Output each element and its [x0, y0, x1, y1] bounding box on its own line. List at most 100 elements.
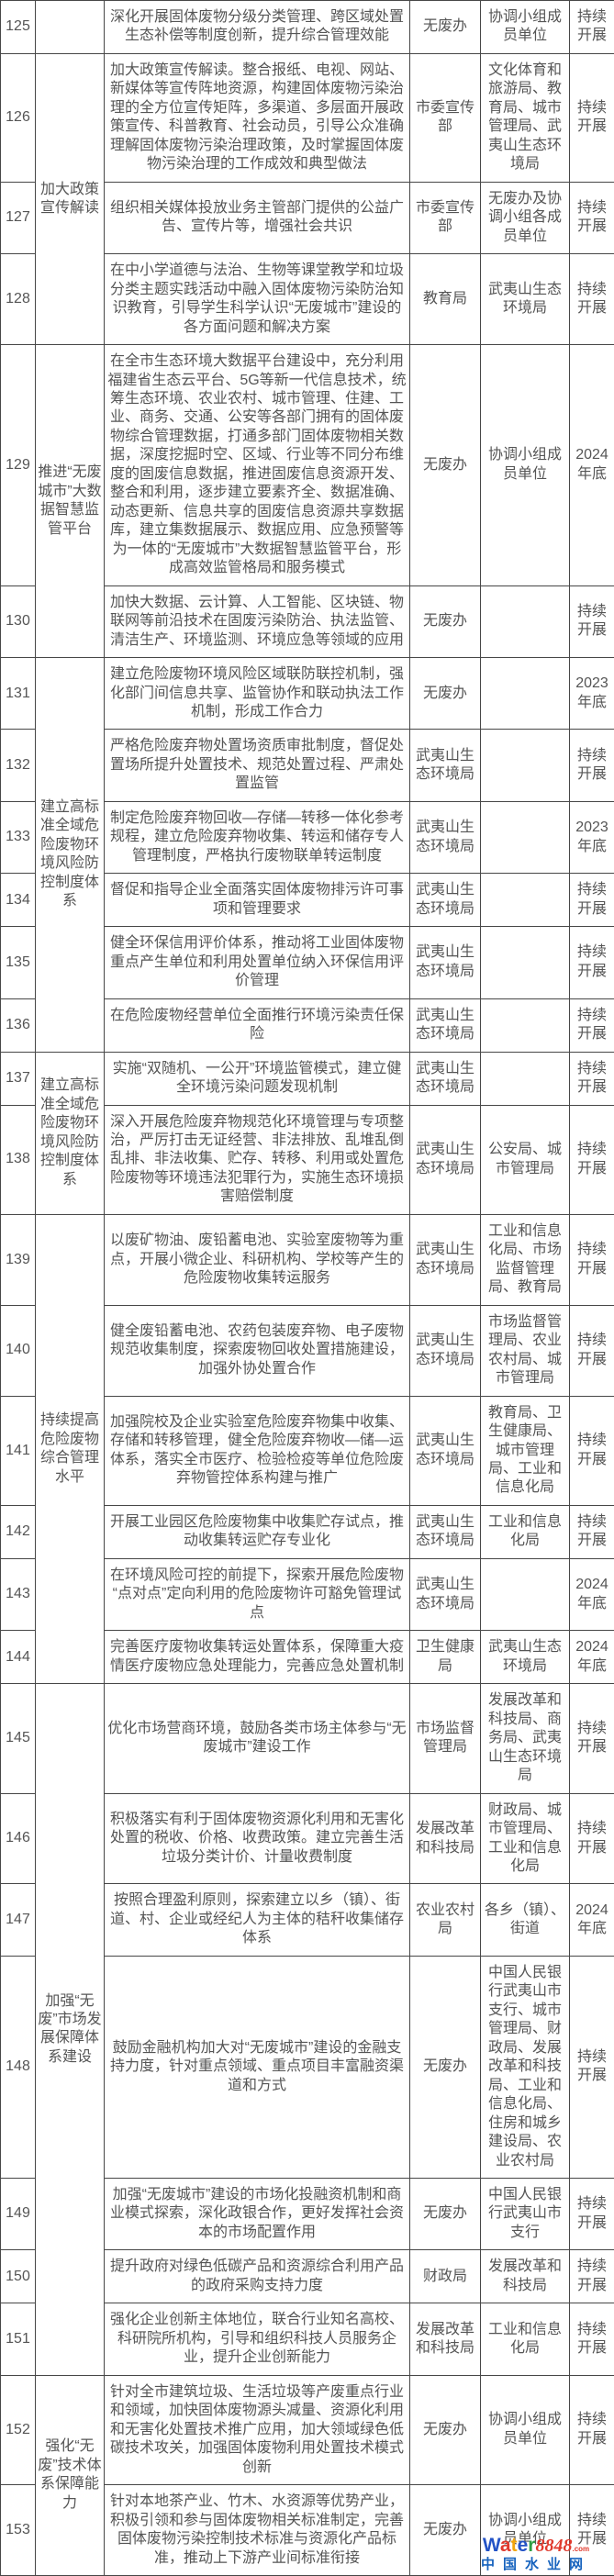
timeline-cell: 2024年底	[570, 1884, 614, 1956]
row-number-cell: 125	[1, 1, 36, 54]
timeline-cell: 持续开展	[570, 1956, 614, 2178]
timeline-cell: 持续开展	[570, 730, 614, 801]
timeline-cell: 持续开展	[570, 2485, 614, 2576]
timeline-cell: 持续开展	[570, 998, 614, 1052]
lead-unit-cell: 无废办	[410, 658, 481, 730]
lead-unit-cell: 武夷山生态环境局	[410, 1052, 481, 1105]
task-cell: 制定危险废弃物回收—存储—转移一体化参考规程，建立危险废弃物收集、转运和储存专人…	[105, 801, 410, 873]
timeline-cell: 持续开展	[570, 53, 614, 182]
row-number-cell: 143	[1, 1558, 36, 1630]
partner-units-cell: 工业和信息化局、市场监督管理局、教育局	[481, 1214, 570, 1305]
row-number-cell: 133	[1, 801, 36, 873]
lead-unit-cell: 武夷山生态环境局	[410, 1305, 481, 1396]
category-cell: 建立高标准全域危险废物环境风险防控制度体系	[36, 658, 105, 1053]
task-cell: 加大政策宣传解读。整合报纸、电视、网站、新媒体等宣传阵地资源，构建固体废物污染治…	[105, 53, 410, 182]
lead-unit-cell: 无废办	[410, 2485, 481, 2576]
category-cell: 持续提高危险废物综合管理水平	[36, 1214, 105, 1683]
partner-units-cell: 公安局、城市管理局	[481, 1105, 570, 1214]
lead-unit-cell: 无废办	[410, 1, 481, 54]
lead-unit-cell: 发展改革和科技局	[410, 2303, 481, 2375]
task-cell: 在环境风险可控的前提下，探索开展危险废物“点对点”定向利用的危险废物许可豁免管理…	[105, 1558, 410, 1630]
partner-units-cell: 文化体育和旅游局、教育局、城市管理局、武夷山生态环境局	[481, 53, 570, 182]
partner-units-cell	[481, 1558, 570, 1630]
row-number-cell: 137	[1, 1052, 36, 1105]
row-number-cell: 146	[1, 1793, 36, 1884]
partner-units-cell: 市场监督管理局、农业农村局、城市管理局	[481, 1305, 570, 1396]
task-cell: 强化企业创新主体地位，联合行业知名高校、科研院所机构，引导和组织科技人员服务企业…	[105, 2303, 410, 2375]
row-number-cell: 131	[1, 658, 36, 730]
category-cell: 建立高标准全域危险废物环境风险防控制度体系	[36, 1052, 105, 1214]
task-cell: 健全废铅蓄电池、农药包装废弃物、电子废物规范收集制度，探索废物回收处置措施建设，…	[105, 1305, 410, 1396]
lead-unit-cell: 武夷山生态环境局	[410, 927, 481, 998]
partner-units-cell: 协调小组成员单位	[481, 345, 570, 586]
row-number-cell: 130	[1, 585, 36, 657]
row-number-cell: 148	[1, 1956, 36, 2178]
partner-units-cell: 工业和信息化局	[481, 1505, 570, 1558]
lead-unit-cell: 无废办	[410, 2179, 481, 2250]
task-cell: 优化市场营商环境，鼓励各类市场主体参与“无废城市”建设工作	[105, 1684, 410, 1793]
partner-units-cell	[481, 658, 570, 730]
task-cell: 建立危险废物环境风险区域联防联控机制，强化部门间信息共享、监管协作和联动执法工作…	[105, 658, 410, 730]
partner-units-cell	[481, 927, 570, 998]
lead-unit-cell: 无废办	[410, 345, 481, 586]
task-cell: 深入开展危险废弃物规范化环境管理与专项整治，严厉打击无证经营、非法排放、乱堆乱倒…	[105, 1105, 410, 1214]
task-cell: 深化开展固体废物分级分类管理、跨区域处置生态补偿等制度创新，提升综合管理效能	[105, 1, 410, 54]
partner-units-cell: 财政局、城市管理局、工业和信息化局	[481, 1793, 570, 1884]
timeline-cell: 持续开展	[570, 182, 614, 253]
lead-unit-cell: 市委宣传部	[410, 53, 481, 182]
timeline-cell: 持续开展	[570, 1052, 614, 1105]
timeline-cell: 持续开展	[570, 1684, 614, 1793]
lead-unit-cell: 武夷山生态环境局	[410, 801, 481, 873]
lead-unit-cell: 无废办	[410, 585, 481, 657]
lead-unit-cell: 武夷山生态环境局	[410, 874, 481, 927]
partner-units-cell: 发展改革和科技局	[481, 2250, 570, 2303]
timeline-cell: 2024年底	[570, 345, 614, 586]
lead-unit-cell: 教育局	[410, 254, 481, 345]
lead-unit-cell: 无废办	[410, 1956, 481, 2178]
task-cell: 积极落实有利于固体废物资源化利用和无害化处置的税收、价格、收费政策。建立完善生活…	[105, 1793, 410, 1884]
row-number-cell: 150	[1, 2250, 36, 2303]
category-cell: 加大政策宣传解读	[36, 53, 105, 344]
timeline-cell: 持续开展	[570, 1305, 614, 1396]
partner-units-cell: 协调小组成员单位	[481, 1, 570, 54]
task-cell: 针对全市建筑垃圾、生活垃圾等产废重点行业和领域，加快固体废物源头减量、资源化利用…	[105, 2375, 410, 2484]
partner-units-cell: 工业和信息化局	[481, 2303, 570, 2375]
row-number-cell: 145	[1, 1684, 36, 1793]
timeline-cell: 持续开展	[570, 874, 614, 927]
lead-unit-cell: 卫生健康局	[410, 1631, 481, 1684]
lead-unit-cell: 财政局	[410, 2250, 481, 2303]
lead-unit-cell: 农业农村局	[410, 1884, 481, 1956]
task-cell: 健全环保信用评价体系，推动将工业固体废物重点产生单位和利用处置单位纳入环保信用评…	[105, 927, 410, 998]
row-number-cell: 149	[1, 2179, 36, 2250]
partner-units-cell	[481, 801, 570, 873]
timeline-cell: 持续开展	[570, 254, 614, 345]
table-row: 125 深化开展固体废物分级分类管理、跨区域处置生态补偿等制度创新，提升综合管理效…	[1, 1, 614, 54]
row-number-cell: 127	[1, 182, 36, 253]
category-cell: 推进“无废城市”大数据智慧监管平台	[36, 345, 105, 658]
row-number-cell: 153	[1, 2485, 36, 2576]
lead-unit-cell: 无废办	[410, 2375, 481, 2484]
timeline-cell: 持续开展	[570, 585, 614, 657]
category-cell: 强化“无废”技术体系保障能力	[36, 2375, 105, 2575]
timeline-cell: 持续开展	[570, 1793, 614, 1884]
task-cell: 加强院校及企业实验室危险废弃物集中收集、存储和转移管理，健全危险废弃物收—储—运…	[105, 1396, 410, 1505]
lead-unit-cell: 武夷山生态环境局	[410, 730, 481, 801]
partner-units-cell: 中国人民银行武夷山市支行	[481, 2179, 570, 2250]
row-number-cell: 151	[1, 2303, 36, 2375]
row-number-cell: 128	[1, 254, 36, 345]
task-cell: 在危险废物经营单位全面推行环境污染责任保险	[105, 998, 410, 1052]
task-cell: 严格危险废弃物处置场资质审批制度，督促处置场所提升处置技术、规范处置过程、严肃处…	[105, 730, 410, 801]
lead-unit-cell: 市场监督管理局	[410, 1684, 481, 1793]
task-cell: 针对本地茶产业、竹木、水资源等优势产业，积极引领和参与固体废物相关标准制定，完善…	[105, 2485, 410, 2576]
timeline-cell: 持续开展	[570, 927, 614, 998]
partner-units-cell: 各乡（镇）、街道	[481, 1884, 570, 1956]
row-number-cell: 141	[1, 1396, 36, 1505]
timeline-cell: 持续开展	[570, 1214, 614, 1305]
partner-units-cell: 协调小组成员单位	[481, 2485, 570, 2576]
task-cell: 在全市生态环境大数据平台建设中，充分利用福建省生态云平台、5G等新一代信息技术，…	[105, 345, 410, 586]
